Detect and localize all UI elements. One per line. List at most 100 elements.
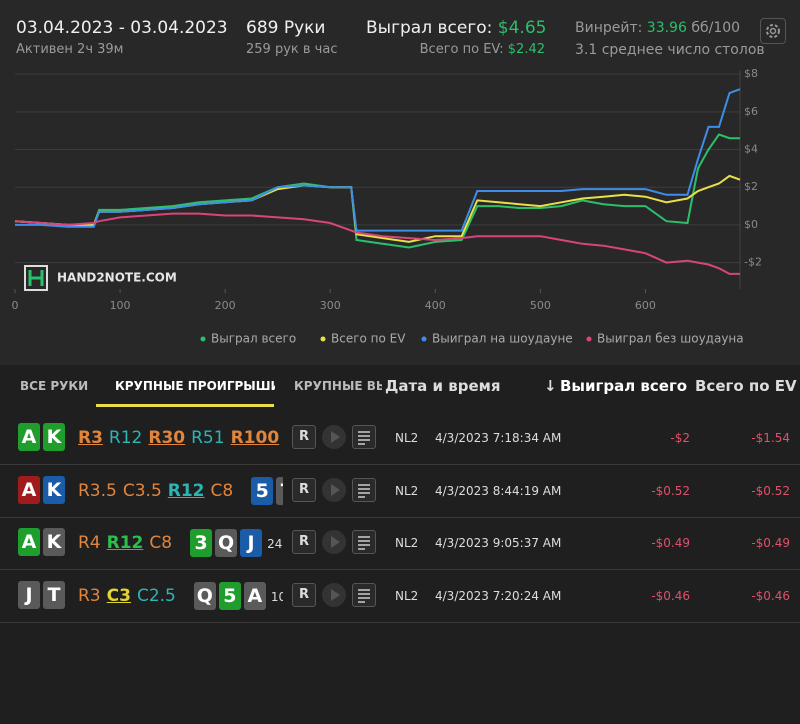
card: Q <box>215 529 238 557</box>
x-tick-label: 0 <box>12 299 19 312</box>
stakes: NL2 <box>395 536 419 550</box>
legend-marker <box>421 336 427 342</box>
date-time: 4/3/2023 8:44:19 AM <box>435 483 562 498</box>
won-total: -$0.49 <box>651 536 690 550</box>
card: J <box>240 529 263 557</box>
series-line <box>14 133 740 249</box>
play-button[interactable] <box>322 477 346 502</box>
play-button[interactable] <box>322 582 346 607</box>
action: C2.5 <box>136 585 176 606</box>
action: C8 <box>210 480 234 501</box>
details-button[interactable] <box>352 477 376 502</box>
replay-button[interactable]: R <box>292 477 316 502</box>
won-total: -$2 <box>670 431 690 445</box>
active-tab-underline <box>96 404 274 407</box>
tab[interactable]: КРУПНЫЕ ВЫИГРЫШИ <box>294 379 382 393</box>
details-button[interactable] <box>352 425 376 449</box>
hand-row[interactable]: AK R3R12R30R51R100C R NL2 4/3/2023 7:18:34 A… <box>0 412 800 465</box>
won-value: $4.65 <box>497 18 547 38</box>
board-count: 24 <box>267 537 283 551</box>
hands: 689 Руки <box>246 18 326 38</box>
list-icon <box>358 536 370 550</box>
card: A <box>18 528 40 556</box>
replay-button[interactable]: R <box>292 530 316 554</box>
tab[interactable]: ВСЕ РУКИ <box>20 379 89 393</box>
play-button[interactable] <box>322 530 346 554</box>
action: C3 <box>106 585 131 606</box>
list-icon <box>358 588 370 603</box>
sort-arrow: ↓ <box>544 377 557 395</box>
action: R12 <box>108 428 143 448</box>
card: A <box>18 423 40 451</box>
x-tick-label: 500 <box>530 299 551 312</box>
play-icon <box>331 536 340 548</box>
card: Q <box>193 581 216 610</box>
list-icon <box>358 431 370 445</box>
date-time: 4/3/2023 9:05:37 AM <box>435 536 562 550</box>
ev-total: -$1.54 <box>751 431 790 445</box>
card: K <box>43 423 65 451</box>
x-tick-label: 400 <box>425 299 446 312</box>
winrate-unit: бб/100 <box>691 20 741 36</box>
play-icon <box>331 588 340 601</box>
details-button[interactable] <box>352 530 376 554</box>
list-icon <box>358 483 370 498</box>
y-tick-label: $0 <box>744 218 758 231</box>
legend-label: Выграл всего <box>211 332 296 346</box>
action: R3.5 <box>78 480 117 501</box>
card: T <box>276 476 283 505</box>
tables-avg: 3.1 среднее число столов <box>575 42 765 58</box>
date-time: 4/3/2023 7:20:24 AM <box>435 588 562 603</box>
details-button[interactable] <box>352 582 376 607</box>
play-icon <box>331 483 340 496</box>
action: R51 <box>191 428 225 448</box>
y-tick-label: -$2 <box>744 256 762 269</box>
y-tick-label: $6 <box>744 105 758 118</box>
hand-row[interactable]: A K R4 R12 C8 3 Q J 24 R NL2 4/3/2023 9:05:37 AM -$0… <box>0 517 800 570</box>
ev-total: -$0.46 <box>751 588 790 603</box>
x-tick-label: 300 <box>320 299 341 312</box>
action: R4 <box>78 533 101 553</box>
y-tick-label: $8 <box>744 67 758 80</box>
date-range: 03.04.2023 - 03.04.2023 <box>16 18 228 38</box>
card: T <box>43 580 65 609</box>
won-total: Выграл всего: $4.65 <box>366 18 546 38</box>
action: R3 <box>78 585 101 606</box>
series-line <box>15 88 741 232</box>
ev-label: Всего по EV: <box>419 42 504 57</box>
settings-button[interactable] <box>760 18 786 44</box>
actions: R3R12R30R51R100C <box>78 424 283 454</box>
legend-label: Выиграл без шоудауна <box>597 332 744 346</box>
table-panel: ВСЕ РУКИ КРУПНЫЕ ПРОИГРЫШИ КРУПНЫЕ ВЫИГРЫШ… <box>0 365 800 724</box>
card: A <box>243 581 266 610</box>
actions: R3 C3 C2.5 Q 5 A 10 <box>78 581 283 612</box>
hand-row[interactable]: J T R3 C3 C2.5 Q 5 A 10 R NL2 4/3/2023 7:20:24 AM -$… <box>0 570 800 623</box>
play-button[interactable] <box>322 425 346 449</box>
replay-button[interactable]: R <box>292 582 316 607</box>
column-header[interactable]: Выиграл всего <box>560 377 688 395</box>
action: R100 <box>230 428 280 448</box>
legend-label: Выиграл на шоудауне <box>432 332 573 346</box>
winrate: Винрейт: 33.96 бб/100 <box>575 20 740 36</box>
card: K <box>43 528 65 556</box>
x-tick-label: 100 <box>110 299 131 312</box>
stakes: NL2 <box>395 483 419 498</box>
card: 5 <box>218 581 241 610</box>
card: 3 <box>190 529 213 557</box>
replay-button[interactable]: R <box>292 425 316 449</box>
column-header[interactable]: Дата и время <box>385 377 501 395</box>
active-time: Активен 2ч 39м <box>16 42 124 57</box>
winrate-label: Винрейт: <box>575 20 643 36</box>
x-tick-label: 200 <box>215 299 236 312</box>
won-total: -$0.46 <box>651 588 690 603</box>
column-header[interactable]: Всего по EV <box>695 377 797 395</box>
tab[interactable]: КРУПНЫЕ ПРОИГРЫШИ <box>115 379 275 393</box>
date-time: 4/3/2023 7:18:34 AM <box>435 431 562 445</box>
legend-marker <box>200 336 206 342</box>
winrate-value: 33.96 <box>646 20 687 36</box>
